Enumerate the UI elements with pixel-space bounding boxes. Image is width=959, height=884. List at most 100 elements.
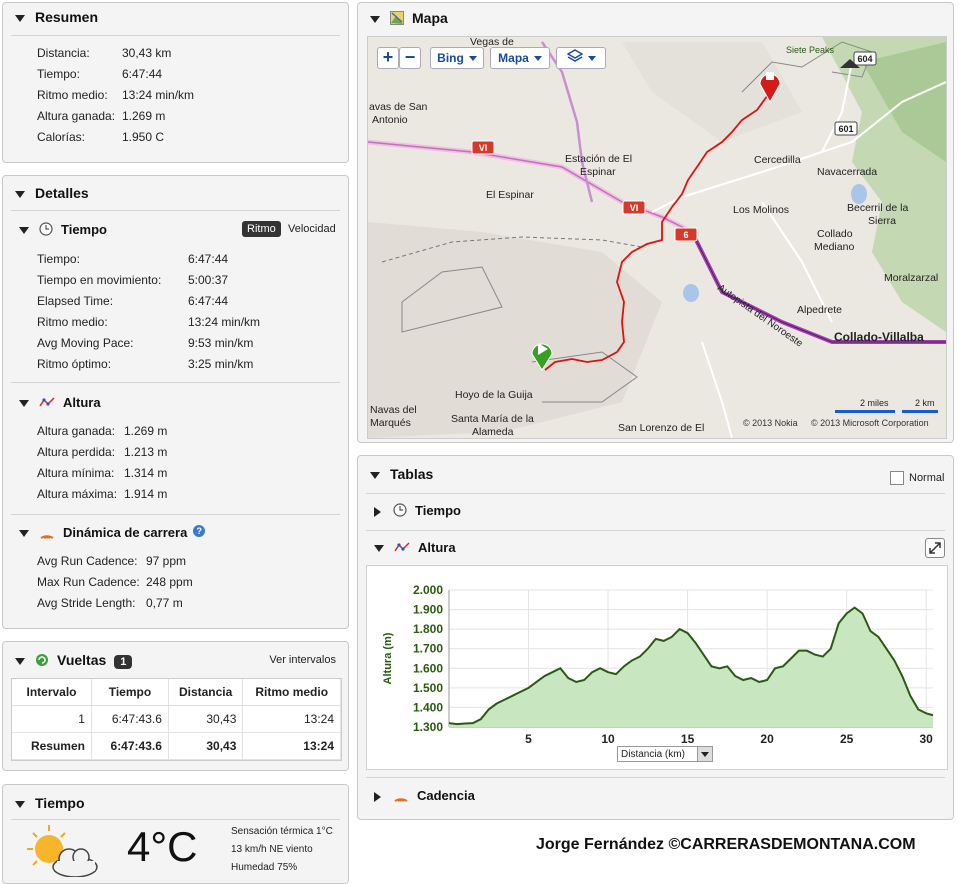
- map-place-label: Sierra: [868, 215, 896, 227]
- altura-subheader[interactable]: Altura: [19, 395, 101, 411]
- tablas-tiempo-label: Tiempo: [415, 503, 461, 518]
- layers-icon: [565, 48, 584, 69]
- x-tick-label: 25: [840, 732, 854, 746]
- y-tick-label: 1.400: [413, 700, 443, 714]
- weather-header[interactable]: Tiempo: [15, 795, 85, 811]
- normal-checkbox[interactable]: [890, 471, 904, 485]
- collapse-icon: [370, 471, 380, 479]
- map-place-label: Becerril de la: [847, 202, 908, 214]
- road-shield: [471, 140, 495, 155]
- y-tick-label: 1.700: [413, 642, 443, 656]
- map-place-label: Santa María de la: [451, 413, 534, 425]
- ritmo-toggle[interactable]: Ritmo: [242, 221, 281, 237]
- tiempo-label: Elapsed Time:: [37, 294, 114, 308]
- road-shield-label: 601: [838, 124, 853, 134]
- dinamica-value: 0,77 m: [146, 596, 183, 610]
- elevation-chart[interactable]: 1.300 1.400 1.500 1.600 1.700 1.800 1.900 2.000…: [367, 566, 947, 769]
- layers-select[interactable]: [556, 47, 606, 69]
- road-shield-label: 6: [683, 230, 688, 240]
- laps-column-header[interactable]: Tiempo: [91, 679, 169, 706]
- summary-cell: 13:24: [242, 732, 341, 760]
- end-marker-icon: [759, 72, 781, 104]
- expand-icon: [374, 506, 381, 517]
- running-dynamics-icon: [39, 525, 55, 542]
- map-type-select[interactable]: Mapa: [490, 47, 550, 69]
- dinamica-label: Avg Stride Length:: [37, 596, 136, 610]
- y-tick-label: 1.300: [413, 720, 443, 734]
- ver-intervalos-link[interactable]: Ver intervalos: [269, 654, 336, 666]
- temperature: 4°C: [127, 823, 198, 870]
- copyright-nokia: © 2013 Nokia: [743, 418, 798, 428]
- resumen-title: Resumen: [35, 9, 99, 25]
- collapse-icon: [15, 657, 25, 665]
- collapse-icon: [370, 15, 380, 23]
- resumen-value: 30,43 km: [122, 46, 172, 60]
- tablas-header[interactable]: Tablas: [370, 466, 433, 482]
- map-canvas[interactable]: VI VI 6 601 604 Autopista del Noroeste Vegas…: [367, 36, 947, 439]
- x-tick-label: 5: [525, 732, 532, 746]
- dinamica-subtitle: Dinámica de carrera: [63, 525, 188, 540]
- map-place-label: Collado: [817, 228, 853, 240]
- road-shield: [622, 200, 646, 215]
- collapse-icon: [15, 14, 25, 22]
- tiempo-label: Ritmo medio:: [37, 315, 108, 329]
- tablas-cadencia-row[interactable]: Cadencia: [374, 788, 475, 805]
- provider-label: Bing: [437, 51, 464, 65]
- vueltas-title: Vueltas: [57, 652, 107, 668]
- table-row[interactable]: 1 6:47:43.6 30,43 13:24: [12, 705, 341, 733]
- laps-table-wrap: Intervalo Tiempo Distancia Ritmo medio 1 6:4…: [11, 678, 342, 761]
- altura-subtitle: Altura: [63, 395, 101, 410]
- tiempo-value: 6:47:44: [188, 294, 229, 308]
- laps-count-badge: 1: [114, 655, 133, 669]
- altura-value: 1.213 m: [124, 445, 168, 459]
- mapa-header[interactable]: Mapa: [370, 10, 448, 28]
- laps-column-header[interactable]: Distancia: [168, 679, 244, 706]
- fullscreen-icon[interactable]: [925, 538, 945, 558]
- y-tick-label: 2.000: [413, 583, 443, 597]
- x-tick-label: 20: [760, 732, 774, 746]
- laps-column-header[interactable]: Ritmo medio: [242, 679, 341, 706]
- resumen-label: Ritmo medio:: [37, 88, 108, 102]
- help-icon[interactable]: ?: [193, 525, 206, 537]
- velocidad-toggle[interactable]: Velocidad: [288, 223, 336, 235]
- vueltas-panel: Vueltas 1 Ver intervalos Intervalo Tiempo D…: [2, 641, 349, 771]
- tiempo-label: Tiempo en movimiento:: [37, 273, 162, 287]
- weather-title: Tiempo: [35, 795, 85, 811]
- laps-column-header[interactable]: Intervalo: [12, 679, 92, 706]
- mapa-title: Mapa: [412, 10, 448, 26]
- provider-select[interactable]: Bing: [430, 47, 484, 69]
- collapse-icon: [19, 530, 29, 538]
- x-axis-label: Distancia (km): [621, 749, 685, 760]
- tablas-altura-row[interactable]: Altura: [374, 540, 456, 556]
- table-cell: 1: [12, 705, 92, 733]
- resumen-header[interactable]: Resumen: [15, 9, 98, 25]
- x-axis-select[interactable]: Distancia (km): [617, 746, 713, 762]
- map-place-label: Espinar: [580, 166, 616, 178]
- zoom-in-button[interactable]: +: [377, 47, 399, 69]
- map-place-label: Marqués: [370, 417, 411, 429]
- map-place-label: Siete Peaks: [786, 45, 835, 55]
- detalles-header[interactable]: Detalles: [15, 185, 89, 201]
- altura-label: Altura perdida:: [37, 445, 116, 459]
- tablas-cadencia-label: Cadencia: [417, 788, 475, 803]
- y-axis-label: Altura (m): [382, 632, 394, 684]
- resumen-panel: Resumen Distancia: 30,43 km Tiempo: 6:47:44…: [2, 2, 349, 163]
- dinamica-subheader[interactable]: Dinámica de carrera?: [19, 525, 206, 542]
- road-shield-label: VI: [630, 203, 639, 213]
- zoom-out-button[interactable]: −: [399, 47, 421, 69]
- y-tick-label: 1.900: [413, 603, 443, 617]
- vueltas-header[interactable]: Vueltas 1: [15, 652, 133, 670]
- clock-icon: [393, 503, 407, 520]
- tiempo-subtitle: Tiempo: [61, 222, 107, 237]
- tiempo-value: 13:24 min/km: [188, 315, 261, 329]
- tiempo-subheader[interactable]: Tiempo: [19, 222, 107, 239]
- expand-icon: [374, 791, 381, 802]
- x-tick-label: 15: [681, 732, 695, 746]
- map-place-label: Hoyo de la Guija: [455, 389, 533, 401]
- map-place-label: Moralzarzal: [884, 272, 938, 284]
- resumen-label: Distancia:: [37, 46, 90, 60]
- tablas-tiempo-row[interactable]: Tiempo: [374, 503, 461, 520]
- map-place-label: Los Molinos: [733, 204, 789, 216]
- altura-value: 1.269 m: [124, 424, 168, 438]
- dinamica-value: 248 ppm: [146, 575, 193, 589]
